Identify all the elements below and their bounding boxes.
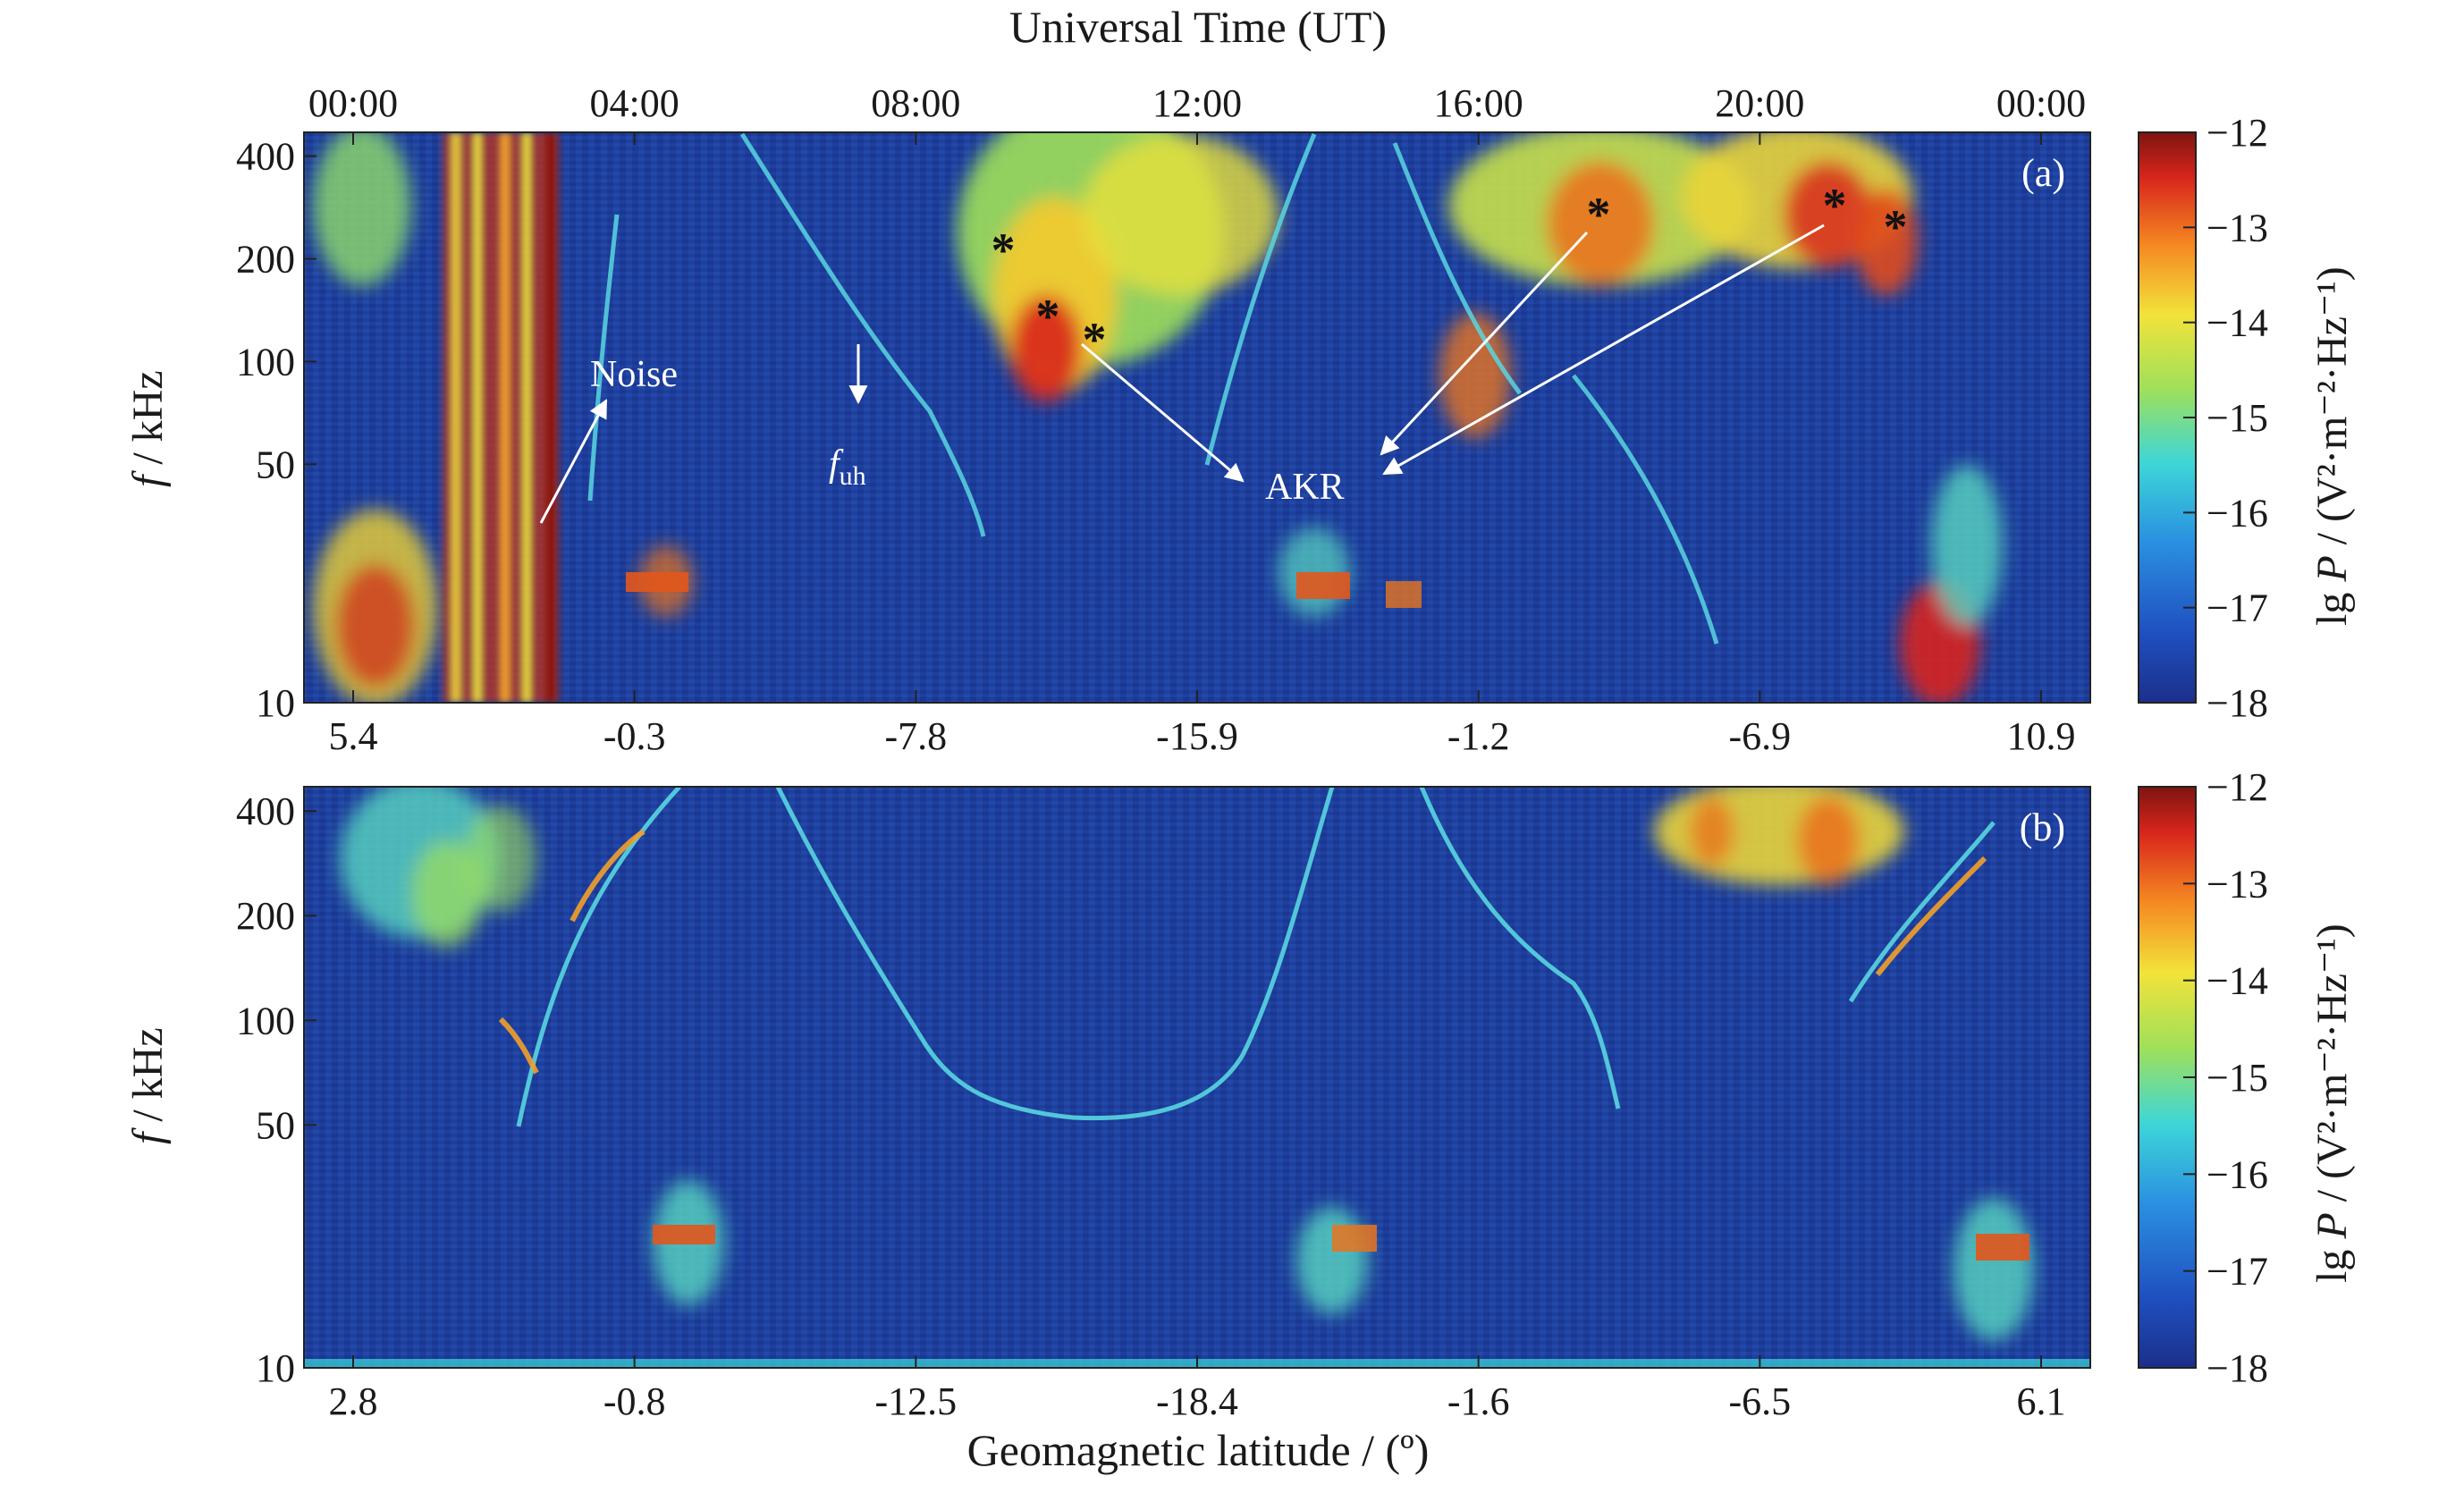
bottom-axis-title: Geomagnetic latitude / (º) [966, 1425, 1430, 1475]
y-tick-label: 200 [236, 238, 295, 282]
panel-b-colorbar-ticks: −12 −13 −14 −15 −16 −17 −18 [2183, 765, 2268, 1390]
y-tick-label: 100 [236, 999, 295, 1042]
bottom-tick-label: 6.1 [2017, 1379, 2066, 1423]
bottom-tick-label: -12.5 [875, 1379, 958, 1423]
colorbar-tick-label: −15 [2207, 1056, 2268, 1100]
y-tick-label: 10 [256, 1346, 295, 1390]
top-tick-label: 20:00 [1715, 81, 1804, 125]
top-axis-title: Universal Time (UT) [1008, 2, 1388, 52]
panel-b-label: (b) [2020, 806, 2065, 849]
akr-star-marker: * [1884, 200, 1908, 254]
bottom-tick-label: -6.9 [1729, 714, 1792, 758]
colorbar-tick-label: −12 [2207, 111, 2268, 155]
panel-b: (b) 10 50 100 200 400 2.8 -0.8 -12.5 -18.4 -1.6 -… [236, 765, 2268, 1423]
top-tick-label: 16:00 [1434, 81, 1523, 125]
bottom-tick-label: 10.9 [2007, 714, 2076, 758]
bottom-tick-label: -0.8 [603, 1379, 666, 1423]
panel-a-spectrogram [313, 132, 2003, 703]
akr-star-marker: * [1587, 188, 1611, 241]
colorbar-tick-label: −18 [2207, 681, 2268, 725]
panel-a-akr-markers: * * * * * * [992, 179, 1908, 367]
colorbar-tick-label: −14 [2207, 301, 2268, 345]
panel-a-colorbar-ticks: −12 −13 −14 −15 −16 −17 −18 [2183, 111, 2268, 725]
panel-a-y-ticks: 10 50 100 200 400 [236, 135, 316, 725]
y-tick-label: 50 [256, 1103, 295, 1147]
colorbar-tick-label: −13 [2207, 862, 2268, 906]
top-tick-label: 04:00 [590, 81, 679, 125]
colorbar-tick-label: −16 [2207, 491, 2268, 535]
bottom-tick-label: -6.5 [1729, 1379, 1792, 1423]
colorbar-tick-label: −18 [2207, 1346, 2268, 1390]
y-tick-label: 400 [236, 135, 295, 179]
panel-a-label: (a) [2021, 151, 2065, 195]
y-tick-label: 200 [236, 894, 295, 938]
y-tick-label: 100 [236, 340, 295, 384]
colorbar-tick-label: −13 [2207, 206, 2268, 249]
colorbar-tick-label: −12 [2207, 765, 2268, 809]
colorbar-tick-label: −17 [2207, 586, 2268, 630]
top-tick-label: 00:00 [1996, 81, 2086, 125]
colorbar-tick-label: −14 [2207, 959, 2268, 1003]
y-tick-label: 400 [236, 789, 295, 833]
akr-star-marker: * [1823, 179, 1847, 232]
panel-b-y-ticks: 10 50 100 200 400 [236, 789, 316, 1390]
akr-star-marker: * [992, 224, 1016, 277]
top-tick-label: 08:00 [871, 81, 960, 125]
panel-a-top-ticks: 00:00 04:00 08:00 12:00 16:00 20:00 00:00 [308, 81, 2086, 145]
akr-star-marker: * [1036, 290, 1060, 343]
bottom-tick-label: 5.4 [329, 714, 378, 758]
bottom-tick-label: -0.3 [603, 714, 666, 758]
colorbar-tick-label: −15 [2207, 396, 2268, 440]
panel-a-bottom-ticks: 5.4 -0.3 -7.8 -15.9 -1.2 -6.9 10.9 [329, 690, 2076, 758]
top-tick-label: 12:00 [1152, 81, 1242, 125]
bottom-tick-label: -18.4 [1156, 1379, 1238, 1423]
colorbar-tick-label: −17 [2207, 1250, 2268, 1294]
bottom-tick-label: -1.6 [1447, 1379, 1510, 1423]
colorbar-tick-label: −16 [2207, 1152, 2268, 1196]
annotation-noise: Noise [590, 354, 678, 395]
bottom-tick-label: -1.2 [1447, 714, 1510, 758]
annotation-akr: AKR [1265, 467, 1345, 508]
bottom-tick-label: 2.8 [329, 1379, 378, 1423]
y-tick-label: 10 [256, 681, 295, 725]
top-tick-label: 00:00 [308, 81, 398, 125]
bottom-tick-label: -15.9 [1156, 714, 1238, 758]
y-tick-label: 50 [256, 443, 295, 486]
bottom-tick-label: -7.8 [885, 714, 948, 758]
akr-star-marker: * [1083, 313, 1107, 367]
panel-b-bottom-ticks: 2.8 -0.8 -12.5 -18.4 -1.6 -6.5 6.1 [329, 1355, 2066, 1423]
